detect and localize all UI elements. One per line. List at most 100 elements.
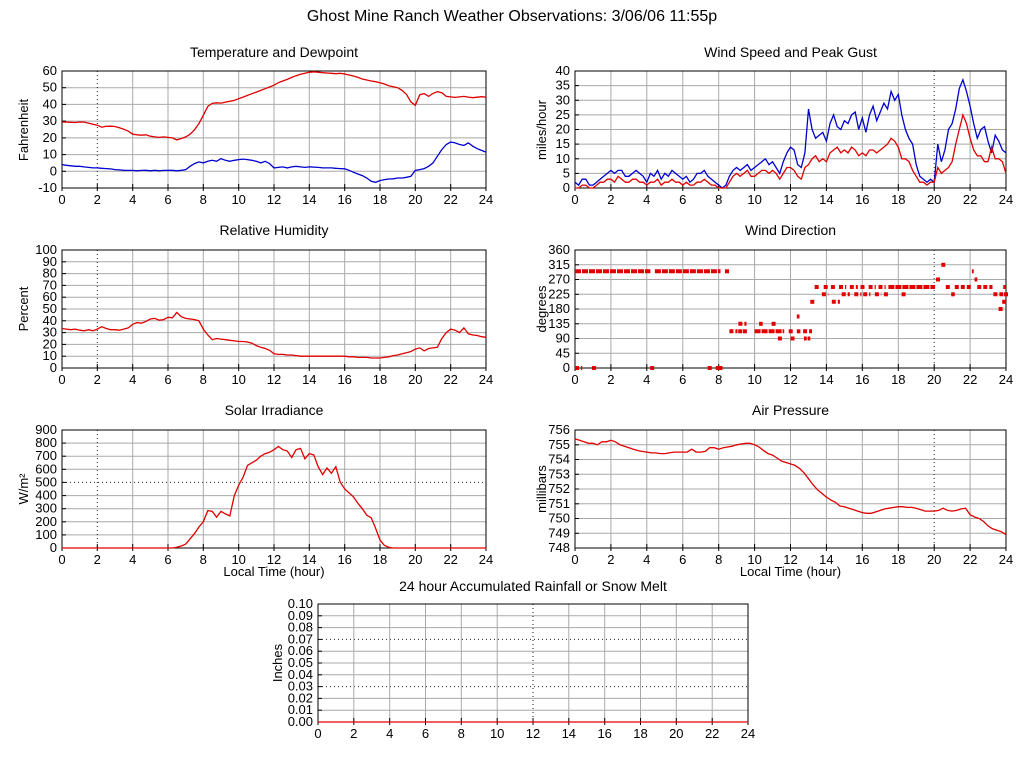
svg-text:0: 0 (50, 360, 57, 375)
svg-text:6: 6 (679, 552, 686, 567)
svg-text:315: 315 (548, 257, 570, 272)
svg-text:8: 8 (458, 726, 465, 741)
svg-text:0: 0 (571, 552, 578, 567)
svg-text:25: 25 (556, 107, 570, 122)
svg-text:12: 12 (267, 192, 281, 207)
svg-text:270: 270 (548, 272, 570, 287)
wind-speed-gust-chart: Wind Speed and Peak Gust miles/hour 0 5 10… (512, 40, 1024, 220)
svg-text:60: 60 (43, 63, 57, 78)
svg-text:14: 14 (819, 192, 833, 207)
svg-text:0.03: 0.03 (288, 679, 313, 694)
svg-text:751: 751 (548, 496, 570, 511)
svg-text:20: 20 (43, 336, 57, 351)
svg-text:18: 18 (373, 192, 387, 207)
svg-text:16: 16 (337, 372, 351, 387)
svg-text:14: 14 (819, 372, 833, 387)
svg-text:100: 100 (35, 242, 57, 257)
svg-text:40: 40 (43, 96, 57, 111)
svg-text:0.01: 0.01 (288, 702, 313, 717)
svg-text:10: 10 (556, 151, 570, 166)
svg-text:0.09: 0.09 (288, 608, 313, 623)
svg-text:18: 18 (891, 192, 905, 207)
wind-direction-chart: Wind Direction degrees 0 45 90 135 180 225 270… (512, 218, 1024, 400)
svg-text:6: 6 (164, 552, 171, 567)
svg-text:14: 14 (302, 552, 316, 567)
chart-title: Wind Direction (744, 222, 837, 238)
svg-text:0.08: 0.08 (288, 620, 313, 635)
svg-text:6: 6 (679, 372, 686, 387)
svg-text:16: 16 (337, 192, 351, 207)
svg-text:0.00: 0.00 (288, 714, 313, 729)
svg-text:20: 20 (556, 122, 570, 137)
svg-text:0: 0 (571, 192, 578, 207)
svg-text:4: 4 (129, 552, 136, 567)
svg-text:4: 4 (129, 192, 136, 207)
svg-text:200: 200 (35, 514, 57, 529)
svg-text:2: 2 (607, 552, 614, 567)
svg-text:0: 0 (58, 192, 65, 207)
svg-text:70: 70 (43, 277, 57, 292)
solar-irradiance-chart: Solar Irradiance W/m² Local Time (hour) … (0, 398, 512, 588)
svg-text:8: 8 (200, 372, 207, 387)
svg-text:0.05: 0.05 (288, 655, 313, 670)
svg-text:600: 600 (35, 461, 57, 476)
x-axis-label: Local Time (hour) (223, 564, 325, 579)
svg-text:0.07: 0.07 (288, 631, 313, 646)
svg-text:18: 18 (373, 552, 387, 567)
svg-text:20: 20 (927, 192, 941, 207)
svg-text:2: 2 (94, 552, 101, 567)
page-title: Ghost Mine Ranch Weather Observations: 3… (306, 8, 718, 25)
svg-text:0: 0 (314, 726, 321, 741)
svg-text:22: 22 (443, 372, 457, 387)
svg-text:12: 12 (783, 192, 797, 207)
svg-text:4: 4 (129, 372, 136, 387)
svg-text:24: 24 (999, 552, 1013, 567)
svg-text:14: 14 (302, 192, 316, 207)
x-axis-label: Local Time (hour) (739, 564, 842, 579)
svg-text:12: 12 (526, 726, 540, 741)
svg-text:45: 45 (556, 345, 570, 360)
svg-text:8: 8 (200, 192, 207, 207)
svg-text:20: 20 (408, 192, 422, 207)
svg-text:0.02: 0.02 (288, 690, 313, 705)
svg-text:90: 90 (43, 254, 57, 269)
svg-text:0: 0 (50, 163, 57, 178)
chart-title: Temperature and Dewpoint (189, 44, 359, 60)
svg-text:12: 12 (783, 552, 797, 567)
svg-text:8: 8 (715, 192, 722, 207)
svg-text:20: 20 (408, 372, 422, 387)
svg-text:50: 50 (43, 80, 57, 95)
chart-title: Wind Speed and Peak Gust (704, 44, 877, 60)
svg-text:30: 30 (43, 113, 57, 128)
svg-text:756: 756 (548, 422, 570, 437)
svg-text:6: 6 (164, 192, 171, 207)
svg-text:14: 14 (562, 726, 576, 741)
svg-text:300: 300 (35, 501, 57, 516)
svg-text:6: 6 (422, 726, 429, 741)
rainfall-plot: 0.000.010.020.030.040.050.060.070.080.09… (288, 596, 756, 741)
svg-text:40: 40 (43, 313, 57, 328)
chart-title: Relative Humidity (219, 222, 329, 238)
svg-text:22: 22 (963, 552, 977, 567)
svg-text:100: 100 (35, 527, 57, 542)
svg-text:16: 16 (855, 192, 869, 207)
svg-text:800: 800 (35, 435, 57, 450)
svg-text:24: 24 (479, 552, 493, 567)
svg-text:18: 18 (891, 552, 905, 567)
svg-text:8: 8 (715, 552, 722, 567)
svg-text:755: 755 (548, 437, 570, 452)
svg-text:10: 10 (231, 372, 245, 387)
svg-text:20: 20 (408, 552, 422, 567)
svg-text:135: 135 (548, 316, 570, 331)
svg-text:0: 0 (571, 372, 578, 387)
svg-text:4: 4 (386, 726, 393, 741)
svg-text:22: 22 (705, 726, 719, 741)
svg-text:30: 30 (556, 92, 570, 107)
svg-text:12: 12 (267, 372, 281, 387)
svg-text:2: 2 (94, 192, 101, 207)
svg-text:16: 16 (855, 552, 869, 567)
